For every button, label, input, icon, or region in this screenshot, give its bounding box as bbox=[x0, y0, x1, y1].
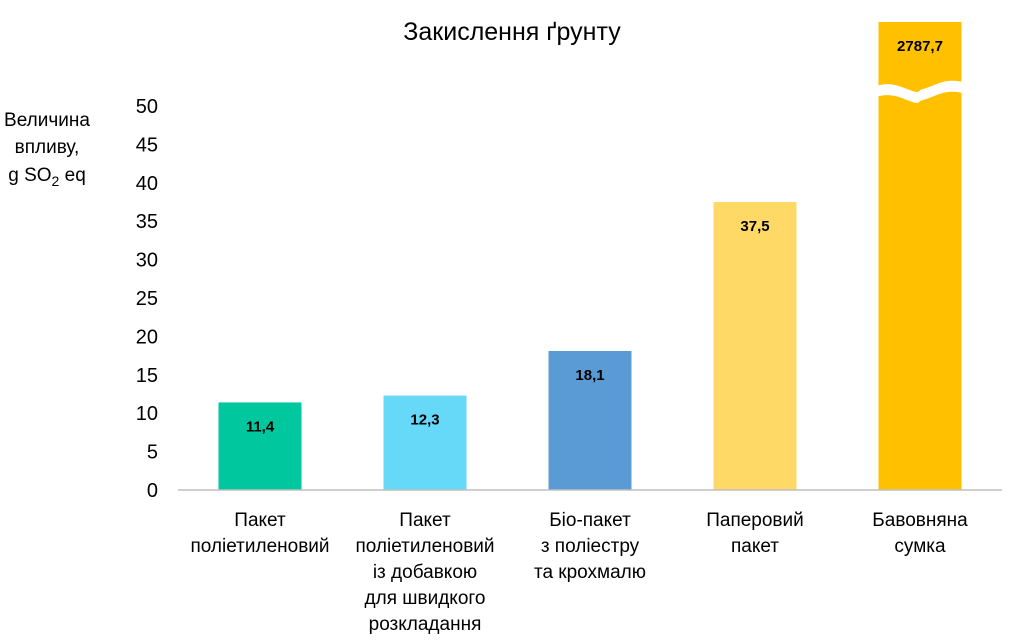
x-category-label: пакет bbox=[731, 536, 779, 557]
x-category-label: із добавкою bbox=[373, 562, 477, 583]
x-category-label: розкладання bbox=[369, 614, 482, 635]
bar-value-label: 37,5 bbox=[740, 218, 769, 235]
y-tick-label: 20 bbox=[136, 326, 158, 348]
y-tick-label: 10 bbox=[136, 403, 158, 425]
bar-value-label: 2787,7 bbox=[897, 38, 943, 55]
x-category-label: сумка bbox=[894, 536, 946, 557]
bar bbox=[713, 202, 797, 490]
y-axis-unit-subscript: 2 bbox=[52, 173, 60, 189]
y-axis-unit-prefix: g SO bbox=[8, 165, 51, 186]
axis-break-mark bbox=[876, 80, 964, 103]
y-tick-label: 30 bbox=[136, 250, 158, 272]
x-category-label: та крохмалю bbox=[534, 562, 646, 583]
x-category-label: Біо-пакет bbox=[549, 510, 631, 531]
x-axis-labels: Пакет поліетиленовий Пакет поліетиленовий із… bbox=[190, 510, 968, 635]
bar-value-label: 12,3 bbox=[410, 412, 439, 429]
bar bbox=[383, 395, 467, 490]
y-axis-label-unit: g SO2 eq bbox=[8, 165, 86, 189]
y-axis-unit-suffix: eq bbox=[59, 165, 85, 186]
x-category-label: Бавовняна bbox=[872, 510, 968, 531]
y-tick-label: 25 bbox=[136, 288, 158, 310]
bar-value-label: 18,1 bbox=[575, 367, 604, 384]
y-tick-label: 35 bbox=[136, 211, 158, 233]
y-axis-label-line2: впливу, bbox=[15, 137, 80, 158]
x-category-label: для швидкого bbox=[365, 588, 486, 609]
x-category-label: Пакет bbox=[399, 510, 451, 531]
chart-title: Закислення ґрунту bbox=[403, 18, 621, 46]
y-tick-label: 0 bbox=[147, 480, 158, 502]
bar-value-label: 11,4 bbox=[246, 418, 275, 435]
y-tick-label: 45 bbox=[136, 134, 158, 156]
y-tick-label: 50 bbox=[136, 96, 158, 118]
y-tick-label: 40 bbox=[136, 173, 158, 195]
y-axis-label: Величина впливу, g SO2 eq bbox=[4, 110, 90, 189]
y-axis-ticks: 0 5 10 15 20 25 30 35 40 45 50 bbox=[136, 96, 158, 502]
y-tick-label: 15 bbox=[136, 365, 158, 387]
bar bbox=[218, 402, 302, 490]
bar bbox=[548, 350, 632, 490]
y-axis-label-line1: Величина bbox=[4, 110, 90, 131]
x-category-label: поліетиленовий bbox=[355, 536, 494, 557]
y-tick-label: 5 bbox=[147, 442, 158, 464]
x-category-label: Пакет bbox=[234, 510, 286, 531]
bars: 11,4 12,3 18,1 37,5 2787,7 bbox=[218, 22, 964, 490]
x-category-label: поліетиленовий bbox=[190, 536, 329, 557]
x-category-label: Паперовий bbox=[706, 510, 804, 531]
x-category-label: з поліестру bbox=[541, 536, 640, 557]
